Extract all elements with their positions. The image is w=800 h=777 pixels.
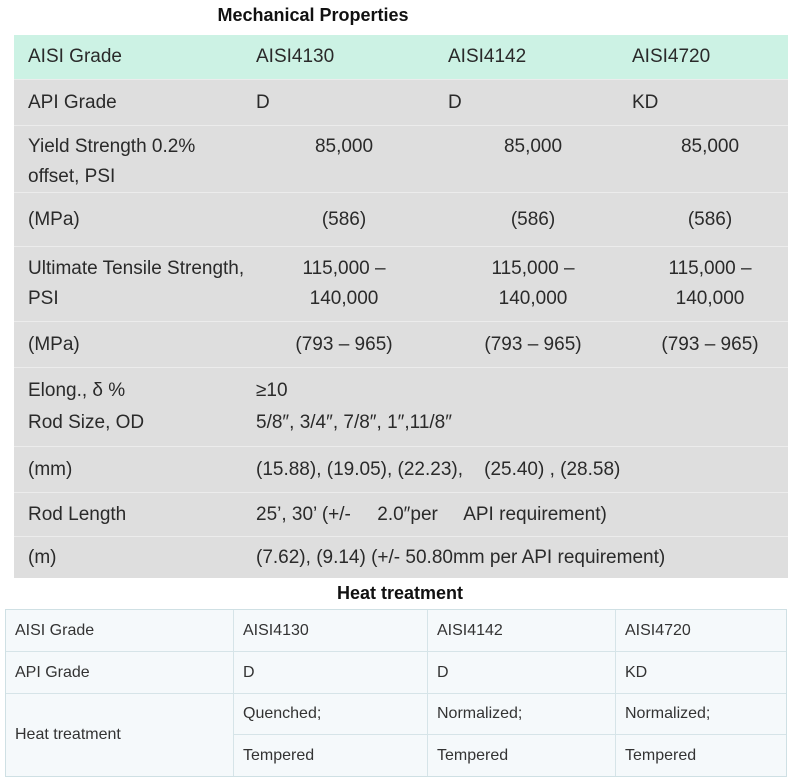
row-label: (mm) (28, 458, 73, 480)
table-row: API Grade D D KD (6, 652, 786, 694)
row-label: (MPa) (28, 333, 80, 355)
header-aisi4142: AISI4142 (448, 46, 527, 67)
table-row: Elong., δ % ≥10 Rod Size, OD 5/8″, 3/4″,… (14, 367, 788, 446)
table-cell: (586) (687, 208, 733, 230)
table-row: (mm) (15.88), (19.05), (22.23), (25.40) … (14, 446, 788, 492)
table-cell: (793 – 965) (295, 333, 393, 355)
table-row: (MPa) (793 – 965) (793 – 965) (793 – 965… (14, 321, 788, 367)
header-aisi4720: AISI4720 (632, 46, 711, 67)
header-aisi-grade: AISI Grade (28, 46, 122, 67)
table-cell: (793 – 965) (661, 333, 759, 355)
table-cell: 115,000 – 140,000 (491, 258, 575, 309)
table-row: Tempered Tempered Tempered (234, 735, 786, 776)
table-row: Quenched; Normalized; Normalized; (234, 694, 786, 735)
table-cell: (586) (510, 208, 556, 230)
row-label: Yield Strength 0.2% offset, PSI (28, 136, 196, 187)
row-label: Rod Length (28, 503, 127, 525)
table-cell: (15.88), (19.05), (22.23), (25.40) , (28… (256, 458, 621, 480)
row-label: API Grade (28, 91, 117, 113)
table-cell: Quenched; (234, 694, 428, 734)
table-cell: 5/8″, 3/4″, 7/8″, 1″,11/8″ (256, 412, 452, 433)
table-row: API Grade D D KD (14, 79, 788, 125)
table-row: Ultimate Tensile Strength, PSI 115,000 –… (14, 246, 788, 321)
table-cell: 85,000 (314, 136, 374, 157)
row-label: Elong., δ % (28, 380, 126, 401)
header-aisi4720: AISI4720 (625, 621, 691, 639)
heat-treatment-table: AISI Grade AISI4130 AISI4142 AISI4720 AP… (5, 609, 787, 777)
table-row: (MPa) (586) (586) (586) (14, 192, 788, 246)
table-cell: (793 – 965) (484, 333, 582, 355)
table-header-row: AISI Grade AISI4130 AISI4142 AISI4720 (14, 35, 788, 79)
header-aisi4130: AISI4130 (256, 46, 335, 67)
mechanical-properties-title: Mechanical Properties (217, 5, 409, 25)
table-cell: Tempered (428, 735, 616, 776)
table-cell: D (256, 91, 270, 113)
table-row: Heat treatment (6, 694, 786, 776)
table-cell: 25’, 30’ (+/- 2.0″per API requirement) (256, 503, 607, 525)
table-cell: D (234, 652, 428, 693)
table-cell: 85,000 (680, 136, 740, 157)
header-aisi4130: AISI4130 (234, 610, 428, 651)
heat-treatment-title: Heat treatment (336, 583, 464, 603)
table-cell: (7.62), (9.14) (+/- 50.80mm per API requ… (256, 546, 666, 568)
table-header-row: AISI Grade AISI4130 AISI4142 AISI4720 (6, 610, 786, 652)
table-cell: 115,000 – 140,000 (668, 258, 752, 309)
table-row: (m) (7.62), (9.14) (+/- 50.80mm per API … (14, 536, 788, 578)
table-row: Rod Length 25’, 30’ (+/- 2.0″per API req… (14, 492, 788, 536)
table-cell: 115,000 – 140,000 (302, 258, 386, 309)
table-cell: Tempered (234, 735, 428, 776)
table-cell: Normalized; (428, 694, 616, 734)
header-aisi-grade: AISI Grade (6, 610, 234, 651)
row-label: (m) (28, 546, 57, 568)
row-label: (MPa) (28, 208, 80, 230)
table-cell: Normalized; (625, 705, 711, 722)
table-cell: D (448, 91, 462, 113)
row-label: Heat treatment (6, 694, 234, 776)
table-cell: Tempered (625, 746, 697, 764)
table-row: Yield Strength 0.2% offset, PSI 85,000 8… (14, 125, 788, 192)
table-cell: KD (632, 91, 659, 113)
header-aisi4142: AISI4142 (428, 610, 616, 651)
table-cell: 85,000 (503, 136, 563, 157)
table-cell: (586) (321, 208, 367, 230)
table-cell: KD (625, 663, 648, 681)
table-cell: D (428, 652, 616, 693)
row-label: API Grade (6, 652, 234, 693)
mechanical-properties-table: AISI Grade AISI4130 AISI4142 AISI4720 AP… (14, 35, 788, 578)
row-label: Ultimate Tensile Strength, PSI (28, 258, 245, 309)
row-label: Rod Size, OD (28, 412, 145, 433)
table-cell: ≥10 (256, 380, 288, 401)
